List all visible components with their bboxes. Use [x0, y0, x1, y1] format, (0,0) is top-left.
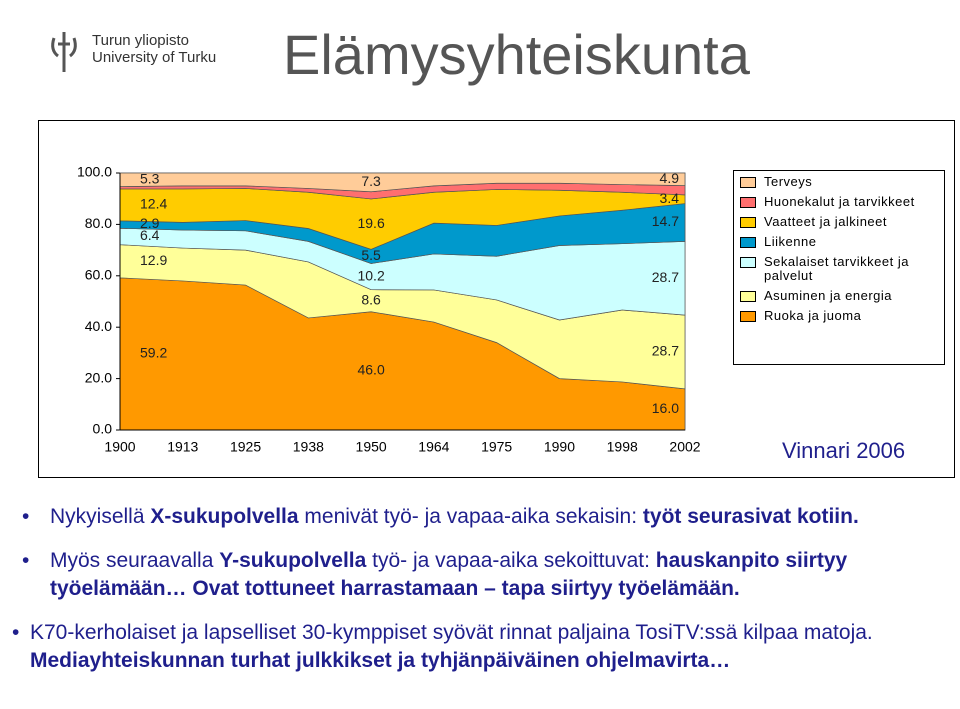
data-label: 59.2: [140, 345, 167, 361]
legend-item: Terveys: [740, 175, 938, 189]
data-label: 2.9: [140, 215, 160, 231]
source: Vinnari 2006: [782, 438, 906, 463]
bullet-text: X-sukupolvella: [150, 505, 299, 528]
legend-swatch: [740, 237, 756, 248]
x-tick-label: 1975: [481, 439, 512, 455]
bullet-text: työt seurasivat kotiin.: [642, 505, 859, 528]
y-tick-label: 20.0: [85, 369, 112, 385]
data-label: 16.0: [652, 400, 679, 416]
x-tick-label: 1964: [418, 439, 449, 455]
x-tick-label: 1900: [104, 439, 135, 455]
bullet-text: Nykyisellä: [50, 505, 151, 528]
bullet: Myös seuraavalla Y-sukupolvella työ- ja …: [20, 547, 950, 603]
legend-swatch: [740, 311, 756, 322]
data-label: 28.7: [652, 343, 679, 359]
y-tick-label: 60.0: [85, 267, 112, 283]
legend-swatch: [740, 257, 756, 268]
data-label: 14.7: [652, 213, 679, 229]
data-label: 7.3: [361, 173, 381, 189]
x-tick-label: 1950: [356, 439, 387, 455]
data-label: 5.5: [361, 247, 381, 263]
chart-frame: [38, 120, 955, 478]
data-label: 19.6: [357, 215, 384, 231]
logo-line: Turun yliopisto: [92, 32, 189, 49]
bullet: K70-kerholaiset ja lapselliset 30-kymppi…: [10, 619, 950, 675]
data-label: 12.4: [140, 196, 167, 212]
data-label: 28.7: [652, 269, 679, 285]
legend-label: Vaatteet ja jalkineet: [764, 214, 887, 229]
y-tick-label: 40.0: [85, 318, 112, 334]
legend-label: Terveys: [764, 174, 813, 189]
area: [119, 172, 686, 193]
legend-item: Vaatteet ja jalkineet: [740, 215, 938, 229]
legend-swatch: [740, 197, 756, 208]
legend-swatch: [740, 217, 756, 228]
bullet-text: Myös seuraavalla: [50, 549, 220, 572]
legend-label: Ruoka ja juoma: [764, 308, 862, 323]
legend-item: Huonekalut ja tarvikkeet: [740, 195, 938, 209]
bullet-list: Nykyisellä X-sukupolvella menivät työ- j…: [12, 503, 950, 691]
data-label: 46.0: [357, 362, 384, 378]
legend-item: Liikenne: [740, 235, 938, 249]
x-tick-label: 1925: [230, 439, 261, 455]
logo-text: Turun yliopisto University of Turku: [92, 32, 216, 66]
chart: 0.0 20.0 40.0 60.0 80.0 100.0 1900 1913 1925 1938…: [77, 164, 701, 455]
logo-mark: [51, 32, 77, 72]
slide-title: Elämysyhteiskunta: [283, 23, 750, 86]
bullet-text: hauskanpito siirtyy työelämään… Ovat tot…: [50, 549, 848, 600]
legend-label: Asuminen ja energia: [764, 288, 893, 303]
legend-swatch: [740, 177, 756, 188]
bullet-text: työ- ja vapaa-aika sekoittuvat:: [366, 549, 656, 572]
legend-item: Sekalaiset tarvikkeet ja palvelut: [740, 255, 938, 283]
y-tick-label: 100.0: [77, 164, 112, 180]
bullet: Nykyisellä X-sukupolvella menivät työ- j…: [20, 503, 950, 531]
legend-label: Sekalaiset tarvikkeet ja palvelut: [764, 254, 909, 283]
data-label: 10.2: [357, 267, 384, 283]
x-tick-label: 1990: [544, 439, 575, 455]
data-label: 12.9: [140, 252, 167, 268]
x-tick-label: 1913: [167, 439, 198, 455]
legend: Terveys Huonekalut ja tarvikkeet Vaatteet …: [733, 170, 945, 365]
y-tick-label: 0.0: [93, 421, 113, 437]
logo-line: University of Turku: [92, 49, 217, 66]
legend-item: Ruoka ja juoma: [740, 309, 938, 323]
data-label: 8.6: [361, 291, 381, 307]
data-label: 6.4: [140, 227, 160, 243]
legend-label: Liikenne: [764, 234, 817, 249]
bullet-text: K70-kerholaiset ja lapselliset 30-kymppi…: [30, 621, 873, 644]
data-label: 4.9: [660, 170, 680, 186]
data-label: 5.3: [140, 171, 160, 187]
legend-item: Asuminen ja energia: [740, 289, 938, 303]
x-tick-label: 1938: [293, 439, 324, 455]
legend-label: Huonekalut ja tarvikkeet: [764, 194, 915, 209]
data-label: 3.4: [660, 190, 680, 206]
bullet-text: menivät työ- ja vapaa-aika sekaisin:: [298, 505, 643, 528]
bullet-text: Y-sukupolvella: [219, 549, 367, 572]
y-tick-label: 80.0: [85, 215, 112, 231]
x-tick-label: 1998: [607, 439, 638, 455]
bullet-text: Mediayhteiskunnan turhat julkkikset ja t…: [30, 649, 731, 672]
legend-swatch: [740, 291, 756, 302]
x-tick-label: 2002: [669, 439, 700, 455]
